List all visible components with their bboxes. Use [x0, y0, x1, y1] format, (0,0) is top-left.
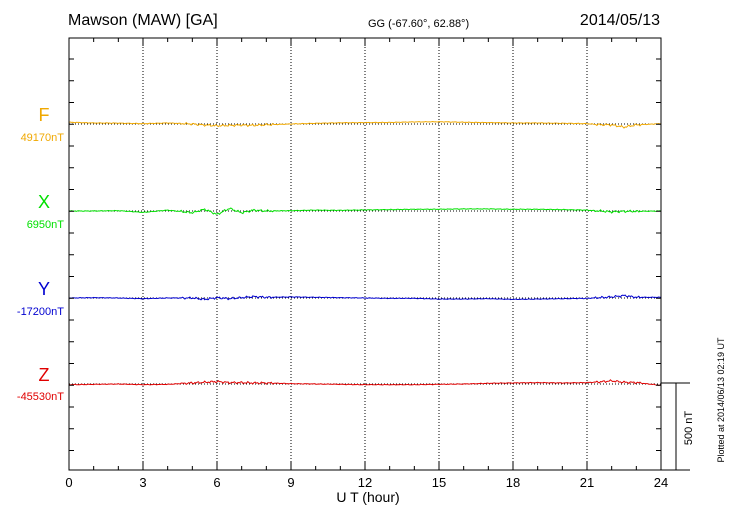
plot-date: 2014/05/13	[579, 12, 660, 29]
series-line-X	[69, 207, 662, 216]
station-title: Mawson (MAW) [GA]	[68, 12, 218, 29]
x-tick-label-3: 3	[139, 475, 146, 490]
x-tick-label-6: 6	[213, 475, 220, 490]
x-tick-label-15: 15	[432, 475, 446, 490]
series-line-Y	[68, 294, 662, 301]
axis-ticks	[68, 38, 662, 470]
x-tick-label-0: 0	[65, 475, 72, 490]
station-coordinates: GG (-67.60°, 62.88°)	[368, 18, 470, 30]
series-baseline-value-Z: -45530nT	[17, 391, 64, 403]
series-layer	[68, 120, 662, 386]
series-line-F	[68, 120, 662, 129]
series-label-X: X	[38, 192, 50, 212]
scale-bar: 500 nT	[661, 382, 695, 471]
series-baseline-value-Y: -17200nT	[17, 306, 64, 318]
series-baseline-value-F: 49170nT	[21, 132, 65, 144]
x-tick-label-18: 18	[506, 475, 520, 490]
x-tick-label-24: 24	[654, 475, 668, 490]
series-line-Z	[68, 379, 661, 386]
x-axis-label: U T (hour)	[336, 489, 399, 505]
scale-bar-label: 500 nT	[683, 411, 695, 446]
x-tick-labels: 0 3 6 9 12 15 18 21 24	[65, 475, 668, 490]
x-tick-label-21: 21	[580, 475, 594, 490]
series-label-Z: Z	[39, 365, 50, 385]
x-tick-label-12: 12	[358, 475, 372, 490]
series-baseline-value-X: 6950nT	[27, 219, 65, 231]
series-label-F: F	[39, 105, 50, 125]
x-tick-label-9: 9	[287, 475, 294, 490]
grid-lines	[69, 38, 661, 470]
series-label-Y: Y	[38, 279, 50, 299]
series-labels: F 49170nT X 6950nT Y -17200nT Z -45530nT	[17, 105, 64, 403]
plotted-at-note: Plotted at 2014/06/13 02:19 UT	[716, 337, 726, 463]
